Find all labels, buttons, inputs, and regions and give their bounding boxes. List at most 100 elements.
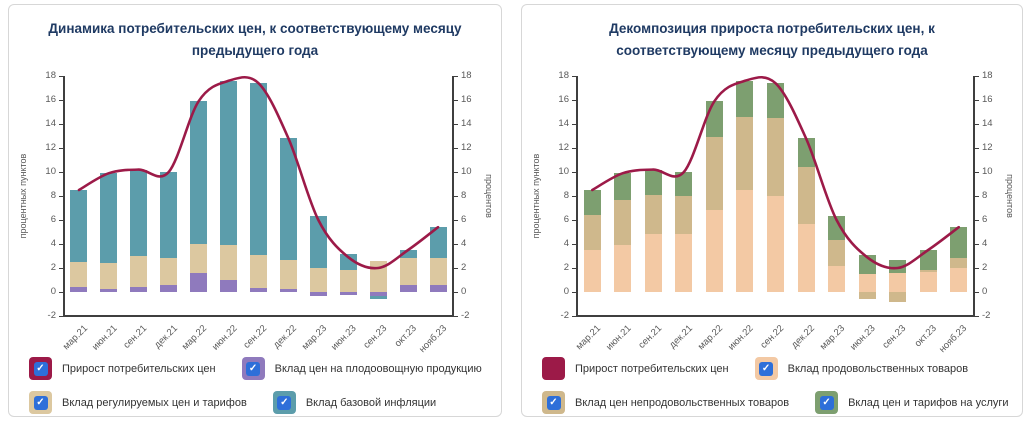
y-tick-mark-right (454, 148, 458, 149)
bar-segment (130, 287, 148, 292)
legend-item[interactable]: ✓ Вклад цен и тарифов на услуги (815, 391, 1009, 414)
checkbox-checked-icon[interactable]: ✓ (33, 395, 48, 410)
y-tick-label-right: 6 (461, 214, 467, 225)
x-axis-line (576, 315, 975, 317)
y-tick-label-right: 8 (982, 190, 988, 201)
y-tick-label-left: 12 (558, 142, 569, 153)
bar-segment (705, 101, 723, 138)
legend-item[interactable]: ✓ Вклад цен непродовольственных товаров (542, 391, 789, 414)
y-tick-mark-left (59, 316, 63, 317)
y-tick-mark-right (975, 172, 979, 173)
y-tick-mark-left (59, 196, 63, 197)
x-axis-label: нояб.23 (937, 323, 970, 356)
bar-segment (250, 254, 267, 289)
checkbox-checked-icon[interactable]: ✓ (759, 361, 774, 376)
y-tick-mark-left (572, 100, 576, 101)
legend-swatch[interactable]: ✓ (754, 357, 778, 380)
bar-segment (70, 287, 88, 292)
checkbox-checked-icon[interactable]: ✓ (277, 395, 292, 410)
y-tick-mark-right (454, 220, 458, 221)
bar-segment (736, 80, 754, 117)
bar-segment (100, 262, 118, 289)
checkbox-checked-icon[interactable]: ✓ (546, 395, 561, 410)
y-tick-label-left: 6 (50, 214, 56, 225)
bar-segment (190, 273, 208, 292)
y-tick-mark-left (59, 220, 63, 221)
legend-item[interactable]: ✓ Вклад базовой инфляции (272, 391, 436, 414)
x-axis-line (63, 315, 454, 317)
y-tick-label-right: 2 (461, 262, 467, 273)
y-tick-mark-right (975, 76, 979, 77)
y-tick-mark-left (59, 76, 63, 77)
x-axis-label: мар.21 (573, 323, 604, 353)
bar-segment (614, 245, 632, 292)
legend-item-label: Вклад цен и тарифов на услуги (848, 396, 1009, 409)
y-tick-label-left: 2 (50, 262, 56, 273)
y-tick-mark-left (572, 316, 576, 317)
y-tick-label-left: 6 (563, 214, 569, 225)
y-axis-title-left: процентных пунктов (18, 153, 28, 239)
legend-swatch[interactable]: ✓ (272, 391, 296, 414)
y-tick-mark-left (572, 76, 576, 77)
legend-item-label: Вклад цен непродовольственных товаров (575, 396, 790, 409)
y-tick-mark-left (572, 148, 576, 149)
legend-swatch[interactable] (542, 357, 565, 380)
y-tick-mark-left (59, 244, 63, 245)
bar-segment (889, 272, 907, 292)
bar-segment (797, 223, 815, 292)
bar-segment (797, 167, 815, 224)
y-tick-mark-right (975, 268, 979, 269)
checkbox-checked-icon[interactable]: ✓ (819, 395, 834, 410)
legend-item-label: Вклад продовольственных товаров (787, 362, 969, 375)
legend-item[interactable]: ✓ Вклад регулируемых цен и тарифов (29, 391, 247, 414)
chart-title-cpi-decomposition: Декомпозиция прироста потребительских це… (609, 21, 935, 58)
bar-segment (950, 258, 968, 268)
chart-area-cpi-decomposition: 18 18 16 16 14 14 12 12 10 10 8 8 6 6 4 4 2 2 0 0 -2 -2 процен… (522, 5, 1022, 416)
chart-area-cpi-dynamics: 18 18 16 16 14 14 12 12 10 10 8 8 6 6 4 4 2 2 0 0 -2 -2 процен… (9, 5, 501, 416)
checkbox-checked-icon[interactable]: ✓ (246, 361, 261, 376)
legend-item[interactable]: ✓ Прирост потребительских цен (29, 357, 216, 380)
bar-segment (279, 138, 297, 261)
bar-segment (583, 250, 601, 292)
bar-segment (369, 295, 387, 300)
legend-row: ✓ Прирост потребительских цен ✓ Вклад цен н… (29, 357, 482, 380)
legend-item[interactable]: ✓ Вклад цен на плодоовощную продукцию (241, 357, 482, 380)
x-axis-label: сен.23 (880, 323, 909, 351)
bar-segment (919, 270, 937, 272)
bar-segment (889, 292, 907, 302)
legend-swatch[interactable]: ✓ (241, 357, 265, 380)
legend-item[interactable]: ✓ Вклад продовольственных товаров (754, 357, 969, 380)
legend-swatch[interactable]: ✓ (815, 391, 839, 414)
x-axis-label: июн.23 (848, 323, 878, 353)
x-axis-label: июн.21 (90, 323, 120, 353)
legend-swatch[interactable]: ✓ (29, 357, 52, 380)
x-axis-label: окт.23 (912, 323, 939, 350)
bar-segment (309, 292, 327, 296)
bar-segment (644, 169, 662, 195)
checkbox-checked-icon[interactable]: ✓ (33, 361, 48, 376)
y-tick-mark-left (59, 172, 63, 173)
y-tick-mark-left (572, 268, 576, 269)
legend-row: Прирост потребительских цен ✓ Вклад продов… (542, 357, 1009, 380)
bar-segment (250, 83, 267, 255)
x-axis-label: сен.23 (361, 323, 389, 351)
bar-segment (250, 288, 267, 292)
legend-swatch[interactable]: ✓ (542, 391, 565, 414)
bar-segment (160, 257, 178, 286)
bar-segment (339, 270, 357, 292)
legend-item[interactable]: Прирост потребительских цен (542, 357, 729, 380)
y-tick-label-left: 18 (558, 70, 569, 81)
x-axis-label: июн.21 (603, 323, 634, 353)
bar-segment (736, 190, 754, 292)
bar-segment (919, 250, 937, 271)
bar-segment (190, 101, 208, 244)
bar-segment (767, 83, 784, 118)
x-axis-label: окт.23 (392, 323, 419, 350)
y-tick-label-right: 12 (982, 142, 993, 153)
y-tick-label-left: 2 (563, 262, 569, 273)
bar-segment (705, 210, 723, 292)
y-tick-mark-right (454, 100, 458, 101)
bar-segment (675, 233, 693, 292)
bar-segment (583, 215, 601, 250)
legend-swatch[interactable]: ✓ (29, 391, 52, 414)
